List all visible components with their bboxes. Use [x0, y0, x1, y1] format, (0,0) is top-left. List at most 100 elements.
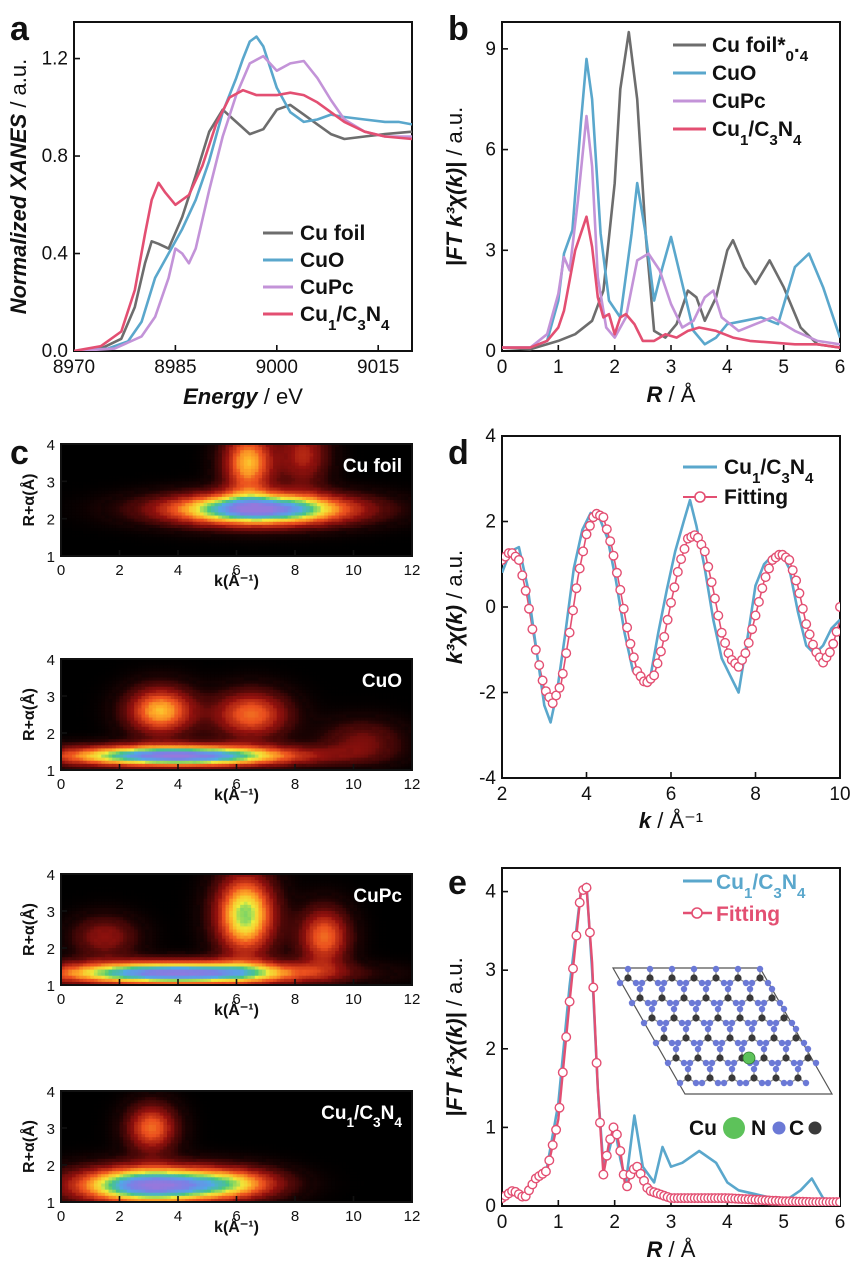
- heatmap-cell: [393, 493, 398, 498]
- heatmap-cell: [145, 450, 150, 454]
- heatmap-cell: [71, 524, 77, 529]
- heatmap-cell: [163, 552, 168, 556]
- heatmap-cell: [207, 686, 212, 691]
- heatmap-cell: [298, 699, 303, 703]
- heatmap-cell: [203, 496, 208, 501]
- heatmap-cell: [382, 659, 388, 663]
- heatmap-cell: [90, 484, 95, 489]
- heatmap-cell: [71, 692, 77, 697]
- heatmap-cell: [309, 674, 314, 679]
- heatmap-cell: [265, 665, 271, 669]
- heatmap-cell: [265, 487, 271, 492]
- heatmap-cell: [280, 515, 285, 520]
- heatmap-cell: [174, 518, 179, 523]
- heatmap-cell: [218, 531, 223, 535]
- heatmap-cell: [342, 537, 347, 542]
- heatmap-cell: [207, 462, 212, 467]
- heatmap-cell: [287, 659, 292, 663]
- heatmap-cell: [401, 484, 406, 489]
- heatmap-cell: [342, 662, 347, 666]
- heatmap-cell: [218, 668, 223, 672]
- heatmap-cell: [101, 500, 106, 504]
- heatmap-cell: [119, 475, 124, 479]
- heatmap-cell: [174, 459, 179, 464]
- heatmap-cell: [119, 472, 124, 476]
- heatmap-cell: [346, 472, 351, 476]
- heatmap-cell: [97, 478, 102, 482]
- heatmap-cell: [126, 453, 132, 458]
- heatmap-cell: [240, 465, 245, 470]
- heatmap-cell: [101, 546, 106, 551]
- heatmap-cell: [265, 662, 271, 666]
- heatmap-cell: [371, 465, 377, 470]
- heatmap-cell: [368, 478, 373, 482]
- heatmap-cell: [148, 506, 154, 510]
- heatmap-cell: [335, 683, 340, 688]
- heatmap-cell: [357, 465, 362, 470]
- heatmap-cell: [375, 465, 380, 470]
- heatmap-cell: [79, 456, 84, 461]
- heatmap-cell: [379, 500, 384, 504]
- heatmap-cell: [379, 668, 384, 672]
- heatmap-cell: [196, 668, 201, 672]
- heatmap-cell: [207, 689, 212, 694]
- heatmap-cell: [218, 543, 223, 548]
- heatmap-cell: [240, 692, 245, 697]
- heatmap-cell: [243, 512, 249, 517]
- heatmap-cell: [232, 462, 238, 467]
- heatmap-cell: [159, 662, 164, 666]
- heatmap-cell: [291, 680, 296, 685]
- heatmap-cell: [251, 659, 256, 663]
- heatmap-cell: [335, 534, 340, 538]
- heatmap-cell: [199, 472, 205, 476]
- heatmap-cell: [199, 468, 205, 473]
- heatmap-cell: [291, 674, 296, 679]
- heatmap-cell: [207, 487, 212, 492]
- heatmap-cell: [79, 478, 84, 482]
- heatmap-cell: [75, 699, 80, 703]
- heatmap-cell: [112, 671, 117, 676]
- heatmap-cell: [269, 668, 274, 672]
- heatmap-cell: [251, 540, 256, 545]
- heatmap-cell: [357, 546, 362, 551]
- heatmap-cell: [240, 686, 245, 691]
- heatmap-cell: [185, 671, 190, 676]
- heatmap-cell: [126, 503, 132, 507]
- heatmap-cell: [123, 543, 128, 548]
- heatmap-cell: [313, 456, 318, 461]
- heatmap-cell: [240, 521, 245, 526]
- heatmap-cell: [115, 524, 121, 529]
- heatmap-cell: [229, 496, 234, 501]
- heatmap-cell: [115, 668, 121, 672]
- heatmap-cell: [342, 478, 347, 482]
- heatmap-cell: [404, 462, 409, 467]
- heatmap-cell: [79, 468, 84, 473]
- heatmap-cell: [349, 465, 355, 470]
- heatmap-cell: [401, 515, 406, 520]
- heatmap-cell: [123, 528, 128, 532]
- heatmap-cell: [331, 481, 336, 486]
- heatmap-cell: [349, 500, 355, 504]
- heatmap-cell: [181, 512, 186, 517]
- heatmap-cell: [178, 665, 183, 669]
- heatmap-cell: [174, 456, 179, 461]
- heatmap-cell: [90, 543, 95, 548]
- heatmap-cell: [196, 509, 201, 514]
- heatmap-cell: [309, 546, 314, 551]
- heatmap-cell: [126, 537, 132, 542]
- heatmap-cell: [159, 518, 164, 523]
- heatmap-cell: [258, 444, 263, 448]
- heatmap-cell: [240, 506, 245, 510]
- heatmap-cell: [115, 478, 121, 482]
- heatmap-cell: [404, 459, 409, 464]
- heatmap-cell: [276, 518, 281, 523]
- heatmap-cell: [181, 696, 186, 700]
- panel-b-series-line: [502, 30, 840, 351]
- heatmap-cell: [156, 546, 161, 551]
- heatmap-cell: [108, 662, 113, 666]
- heatmap-cell: [368, 540, 373, 545]
- heatmap-cell: [185, 692, 190, 697]
- heatmap-cell: [152, 689, 157, 694]
- heatmap-cell: [349, 671, 355, 676]
- heatmap-cell: [364, 462, 369, 467]
